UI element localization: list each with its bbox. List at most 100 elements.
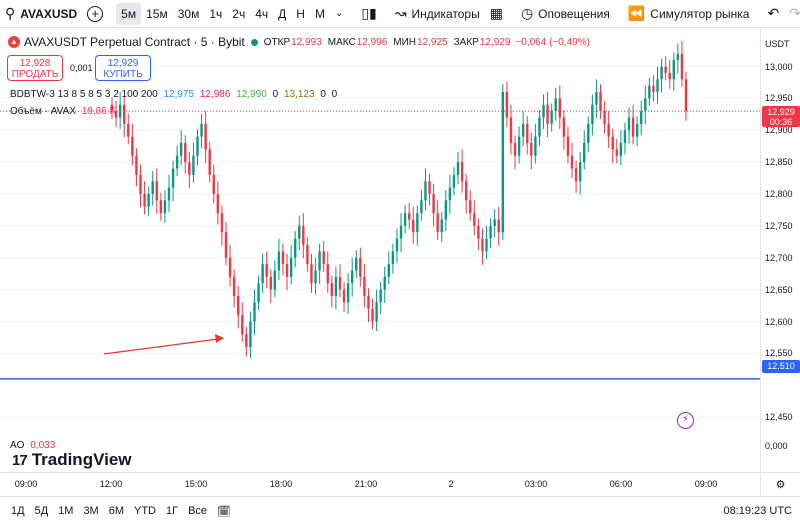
candle-body: [200, 123, 203, 137]
indicator-legend[interactable]: BDBTW-3 13 8 5 8 5 3 2 100 200 12,975 12…: [10, 89, 337, 100]
candle-body: [253, 302, 256, 322]
candle-body: [501, 92, 505, 233]
ao-legend[interactable]: AO 0,033: [10, 440, 55, 451]
interval-15m[interactable]: 15м: [141, 0, 173, 28]
candle-body: [277, 251, 281, 271]
date-range-button[interactable]: 🗓: [212, 505, 236, 518]
candle-body: [509, 117, 513, 143]
tv-logo-icon: 17: [12, 451, 28, 469]
buy-price: 12,929: [107, 58, 139, 69]
alerts-label: Оповещения: [538, 6, 610, 21]
candle-body: [668, 72, 671, 80]
candle-body: [534, 136, 537, 156]
utc-clock[interactable]: 08:19:23 UTC: [723, 505, 792, 517]
time-scale[interactable]: 09:00 12:00 15:00 18:00 21:00 2 03:00 06:00 09:0…: [0, 472, 760, 496]
interval-30m[interactable]: 30м: [173, 0, 205, 28]
candle-body: [110, 104, 114, 112]
layout-button[interactable]: ▦: [485, 0, 508, 28]
price-tick: 12,850: [765, 157, 793, 168]
alerts-button[interactable]: ◷ Оповещения: [516, 0, 615, 28]
chart-type-button[interactable]: ▯▮: [356, 0, 381, 28]
countdown-value: 00:36: [769, 117, 793, 127]
candle-body: [684, 79, 688, 112]
line-price-label: 12,510: [762, 360, 800, 373]
undo-button[interactable]: ↶: [762, 0, 784, 28]
candle-body: [603, 111, 606, 124]
candle-body: [619, 143, 623, 156]
brand-name: TradingView: [31, 450, 132, 469]
range-6m[interactable]: 6М: [108, 505, 124, 517]
indicators-button[interactable]: ↝ Индикаторы: [390, 0, 485, 28]
range-1d[interactable]: 1Д: [11, 505, 25, 517]
candle-body: [595, 92, 598, 105]
time-tick: 03:00: [524, 479, 548, 489]
candle-body: [513, 143, 517, 156]
interval-dropdown[interactable]: ⌄: [330, 0, 348, 28]
add-symbol-button[interactable]: +: [82, 0, 108, 28]
candle-body: [175, 155, 179, 169]
ao-label: AO: [10, 440, 25, 451]
range-ytd[interactable]: YTD: [134, 505, 156, 517]
gear-icon: ⚙: [775, 479, 786, 491]
candle-body: [318, 251, 321, 271]
candle-body: [359, 257, 362, 277]
candle-body: [562, 117, 566, 137]
candle-body: [196, 136, 199, 156]
interval-5m[interactable]: 5м: [116, 2, 142, 25]
candle-body: [350, 270, 354, 284]
candle-body: [383, 276, 386, 290]
candle-body: [257, 283, 260, 303]
candle-body: [399, 225, 403, 239]
range-3m[interactable]: 3М: [83, 505, 99, 517]
sell-price: 12,928: [19, 58, 51, 69]
candlestick-chart[interactable]: [0, 29, 760, 472]
candle-body: [505, 92, 509, 118]
interval-4h[interactable]: 4ч: [250, 0, 273, 28]
candle-body: [660, 66, 663, 80]
redo-button[interactable]: ↷: [784, 0, 800, 28]
replay-button[interactable]: ⏪ Симулятор рынка: [623, 0, 755, 28]
currency-label[interactable]: USDT: [765, 39, 790, 49]
candle-body: [180, 143, 183, 156]
candle-body: [635, 123, 639, 137]
candle-body: [403, 213, 407, 226]
interval-label: М: [314, 6, 325, 21]
candle-body: [224, 232, 228, 258]
candle-body: [574, 168, 578, 182]
candle-body: [640, 111, 643, 124]
interval-week[interactable]: Н: [291, 0, 310, 28]
candle-body: [363, 276, 366, 296]
interval-2h[interactable]: 2ч: [227, 0, 250, 28]
candle-body: [346, 283, 350, 303]
candle-body: [644, 98, 647, 112]
redo-icon: ↷: [789, 5, 800, 21]
candle-body: [676, 53, 680, 61]
price-tick: 12,900: [765, 125, 793, 136]
interval-month[interactable]: М: [310, 0, 330, 28]
range-all[interactable]: Все: [188, 505, 208, 517]
candle-body: [570, 155, 574, 169]
settings-button[interactable]: ⚙: [760, 472, 800, 496]
candle-body: [228, 257, 232, 277]
time-tick: 2: [448, 479, 454, 489]
buy-button[interactable]: 12,929 КУПИТЬ: [95, 55, 151, 81]
time-tick: 21:00: [354, 479, 378, 489]
candle-body: [127, 123, 130, 137]
interval-1h[interactable]: 1ч: [204, 0, 227, 28]
symbol-search[interactable]: ⚲ AVAXUSD: [0, 0, 82, 28]
sell-label: ПРОДАТЬ: [11, 69, 59, 80]
volume-legend[interactable]: Объём · AVAX 19,86 K: [10, 106, 116, 117]
legend-title-row: ▲ AVAXUSDT Perpetual Contract · 5 · Bybi…: [8, 35, 590, 49]
range-1y[interactable]: 1Г: [166, 505, 179, 517]
chart-pane[interactable]: [0, 29, 760, 472]
indicators-label: Индикаторы: [411, 6, 480, 21]
indicator-value: 0: [320, 89, 326, 100]
interval-day[interactable]: Д: [273, 0, 291, 28]
lightning-icon[interactable]: ⚡: [677, 412, 694, 429]
sell-button[interactable]: 12,928 ПРОДАТЬ: [7, 55, 63, 81]
range-5d[interactable]: 5Д: [34, 505, 49, 517]
candle-body: [497, 219, 500, 233]
price-scale[interactable]: USDT 13,000 12,950 12,900 12,850 12,800 12,75…: [760, 29, 800, 472]
range-1m[interactable]: 1М: [58, 505, 74, 517]
candle-body: [147, 194, 150, 207]
